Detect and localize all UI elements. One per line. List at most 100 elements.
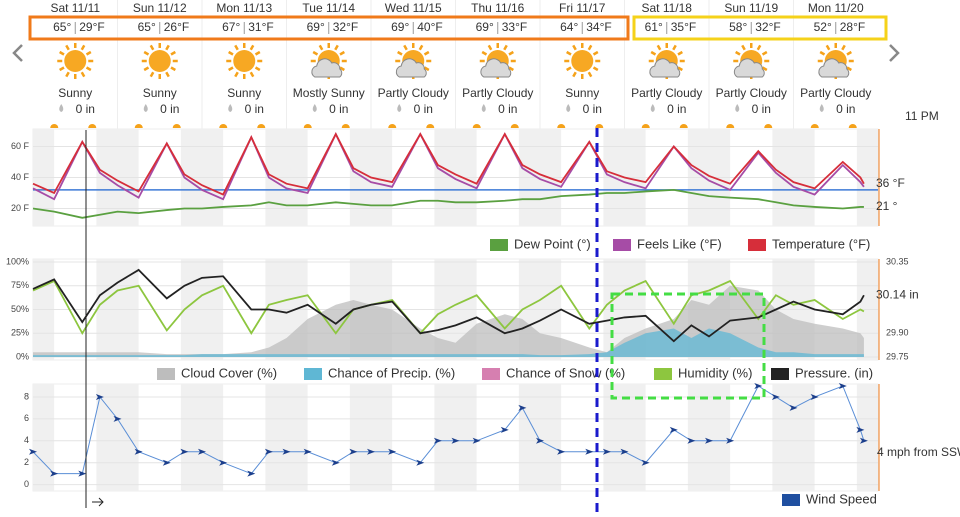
precip: 0 in xyxy=(752,102,771,116)
next-arrow[interactable] xyxy=(889,44,900,62)
current-label: 4 mph from SSW xyxy=(877,445,960,459)
sunrise xyxy=(641,124,650,128)
wind-marker xyxy=(180,448,189,455)
wind-marker xyxy=(620,448,629,455)
sunset xyxy=(510,124,519,128)
now-arrow xyxy=(92,497,104,507)
current-label: 36 °F xyxy=(876,176,905,190)
line xyxy=(32,279,865,336)
sun-ray xyxy=(592,50,599,56)
precip: 0 in xyxy=(667,102,686,116)
high-temp: 67° xyxy=(222,20,240,34)
sun-ray xyxy=(254,66,261,72)
time-label: 11 PM xyxy=(905,109,939,123)
night-band xyxy=(434,384,477,491)
precip: 0 in xyxy=(836,102,855,116)
sun-ray xyxy=(508,66,514,72)
high-temp: 65° xyxy=(138,20,156,34)
current-label: 21 ° xyxy=(876,199,898,213)
sun-ray xyxy=(656,44,662,51)
legend-label: Chance of Precip. (%) xyxy=(328,365,455,380)
wind-marker xyxy=(50,470,59,477)
legend-label: Humidity (%) xyxy=(678,365,752,380)
high-temp: 69° xyxy=(476,20,494,34)
y-tick-label: 20 F xyxy=(11,203,30,213)
sun-ray xyxy=(423,50,430,56)
sun-ray xyxy=(397,50,403,56)
sun-ray xyxy=(59,66,65,72)
wind-marker xyxy=(388,448,397,455)
sun-ray xyxy=(312,50,319,56)
sunset xyxy=(172,124,181,128)
sunrise xyxy=(134,124,143,128)
sun-ray xyxy=(566,50,572,56)
low-temp: 35°F xyxy=(671,20,696,34)
sun-ray xyxy=(503,44,508,51)
legend-label: Feels Like (°F) xyxy=(637,236,722,251)
wind-marker xyxy=(500,426,509,433)
sun xyxy=(571,50,594,72)
y2-tick-label: 30.35 xyxy=(886,256,909,266)
line xyxy=(32,268,865,343)
sun-ray xyxy=(672,44,677,51)
day-label: Sun 11/12 xyxy=(133,1,187,15)
sun-ray xyxy=(761,50,768,56)
low-temp: 34°F xyxy=(586,20,611,34)
sun-ray xyxy=(318,44,324,51)
y-tick-label: 100% xyxy=(6,256,29,266)
day-label: Sat 11/18 xyxy=(642,1,693,15)
weather-icon xyxy=(479,43,516,79)
cloud xyxy=(649,58,681,78)
condition: Partly Cloudy xyxy=(462,86,533,100)
sun-ray xyxy=(334,44,339,51)
cloud xyxy=(480,58,512,78)
low-temp: 33°F xyxy=(502,20,527,34)
wind-marker xyxy=(198,448,206,455)
day-label: Sun 11/19 xyxy=(724,1,778,15)
sun xyxy=(148,50,171,72)
legend-swatch xyxy=(654,368,672,380)
wind-marker xyxy=(247,470,256,477)
wind-marker xyxy=(687,437,696,444)
wind-marker xyxy=(331,459,340,466)
wind-marker xyxy=(264,448,273,455)
sun-ray xyxy=(170,50,176,56)
sunset xyxy=(848,124,857,128)
wind-marker xyxy=(113,415,122,422)
sun-ray xyxy=(228,66,234,72)
sun-ray xyxy=(339,66,345,72)
prev-arrow[interactable] xyxy=(12,44,23,62)
legend-label: Pressure. (in) xyxy=(795,365,873,380)
precip: 0 in xyxy=(414,102,433,116)
sun-ray xyxy=(841,44,846,51)
condition: Partly Cloudy xyxy=(800,86,871,100)
wind-marker xyxy=(134,448,143,455)
low-temp: 28°F xyxy=(840,20,865,34)
legend-swatch xyxy=(748,239,766,251)
legend-swatch xyxy=(782,494,800,506)
wind-marker xyxy=(29,448,37,455)
wind-marker xyxy=(219,459,228,466)
sun-ray xyxy=(234,44,239,51)
sun-ray xyxy=(481,50,488,56)
y-tick-label: 60 F xyxy=(11,141,30,151)
y-tick-label: 50% xyxy=(11,304,29,314)
legend-swatch xyxy=(771,368,789,380)
sun-ray xyxy=(587,71,593,78)
condition: Sunny xyxy=(143,86,177,100)
sun-ray xyxy=(846,66,852,72)
sun-ray xyxy=(149,44,155,51)
sunrise xyxy=(303,124,312,128)
low-temp: 26°F xyxy=(164,20,189,34)
day-label: Sat 11/11 xyxy=(50,1,100,15)
sun-ray xyxy=(149,71,155,78)
condition: Partly Cloudy xyxy=(631,86,702,100)
precip: 0 in xyxy=(76,102,95,116)
wind-marker xyxy=(771,393,780,400)
sun-ray xyxy=(143,66,150,72)
sun-ray xyxy=(677,50,683,56)
legend-swatch xyxy=(482,368,500,380)
line xyxy=(32,188,864,219)
rain-drop xyxy=(397,104,402,112)
condition: Sunny xyxy=(227,86,261,100)
